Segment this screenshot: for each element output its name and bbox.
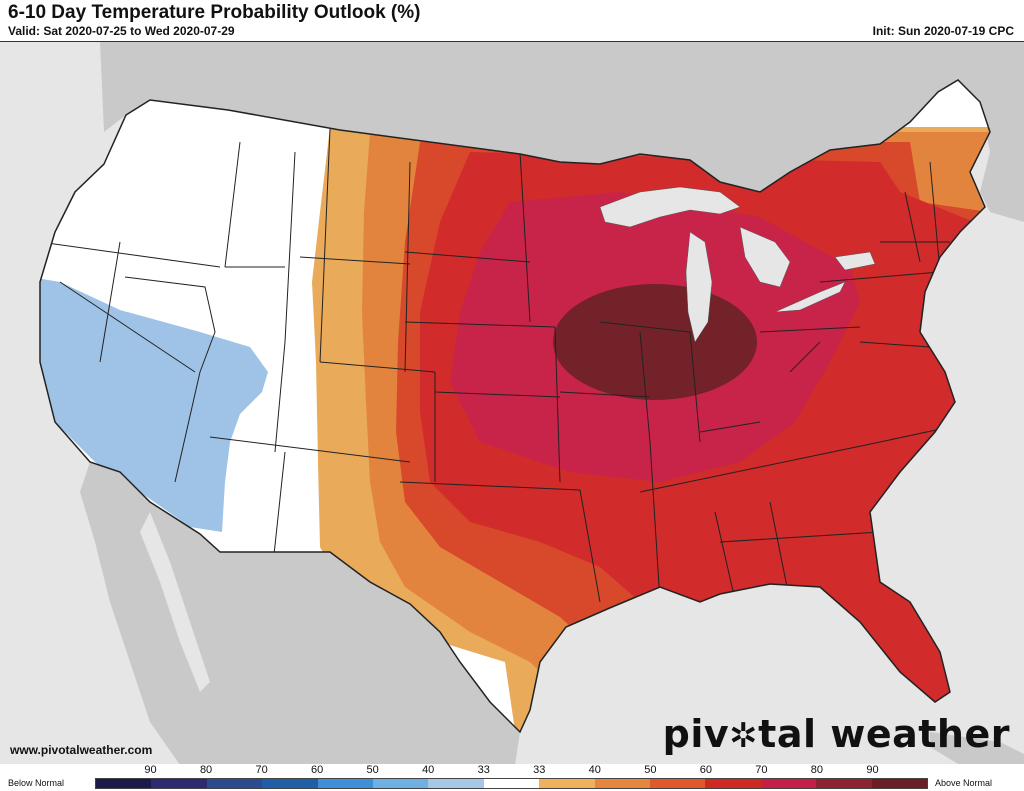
great-lakes (599, 186, 876, 343)
brand-logo: piv✲tal weather (663, 712, 1010, 756)
site-url[interactable]: www.pivotalweather.com (10, 743, 153, 757)
legend-swatch (96, 779, 152, 788)
legend-swatch (705, 779, 761, 788)
valid-period: Valid: Sat 2020-07-25 to Wed 2020-07-29 (8, 24, 235, 38)
legend-tick-label: 90 (144, 764, 157, 776)
legend-swatch (539, 779, 595, 788)
caribbean-islands (930, 732, 1024, 765)
legend-ticks: 90 80 70 60 50 40 33 33 40 50 60 70 80 90 (95, 764, 928, 778)
legend-swatch (428, 779, 484, 788)
state-borders (40, 128, 951, 623)
below-33-region (40, 277, 268, 532)
legend-tick-label: 70 (755, 764, 768, 776)
legend-swatch (816, 779, 872, 788)
legend-swatch (317, 779, 374, 788)
canada-land (100, 42, 1024, 222)
legend-swatch (151, 779, 207, 788)
lake-superior (599, 186, 741, 228)
mexico-land (80, 462, 520, 765)
legend-tick-label: 80 (199, 764, 213, 776)
legend-tick-label: 60 (311, 764, 324, 776)
legend-tick-label: 90 (866, 764, 879, 776)
legend-tick-label: 60 (699, 764, 712, 776)
legend-swatch (760, 779, 817, 788)
legend-tick-label: 40 (422, 764, 435, 776)
map-title: 6-10 Day Temperature Probability Outlook… (8, 2, 421, 23)
map-canvas[interactable] (0, 42, 1024, 765)
legend-tick-label: 50 (366, 764, 379, 776)
lake-michigan (685, 231, 713, 343)
legend-swatch (483, 779, 540, 788)
above-80-region (553, 284, 757, 400)
legend-color-bar (95, 778, 928, 789)
brand-text-part2: tal weather (758, 712, 1010, 756)
legend-tick-label: 33 (533, 764, 546, 776)
legend-above-label: Above Normal (935, 778, 993, 788)
lake-huron (739, 226, 791, 288)
legend-swatch (206, 779, 263, 788)
legend-swatch (650, 779, 706, 788)
legend-tick-label: 50 (644, 764, 657, 776)
legend-swatch (871, 779, 928, 788)
init-time: Init: Sun 2020-07-19 CPC (872, 24, 1014, 38)
legend-swatch (594, 779, 651, 788)
gulf-of-california (140, 512, 210, 692)
gear-icon: ✲ (729, 716, 759, 756)
brand-text-part1: piv (662, 712, 730, 756)
lake-erie (774, 281, 846, 313)
header: 6-10 Day Temperature Probability Outlook… (0, 0, 1024, 40)
legend-swatch (373, 779, 429, 788)
color-legend: 90 80 70 60 50 40 33 33 40 50 60 70 80 90 Below Norma… (0, 764, 1024, 791)
legend-below-label: Below Normal (8, 778, 65, 788)
legend-tick-label: 80 (810, 764, 824, 776)
map-area[interactable] (0, 41, 1024, 766)
legend-tick-label: 40 (588, 764, 601, 776)
lake-ontario (834, 251, 876, 271)
legend-swatch (262, 779, 318, 788)
probability-contours (40, 80, 990, 732)
legend-tick-label: 33 (477, 764, 490, 776)
legend-tick-label: 70 (255, 764, 268, 776)
